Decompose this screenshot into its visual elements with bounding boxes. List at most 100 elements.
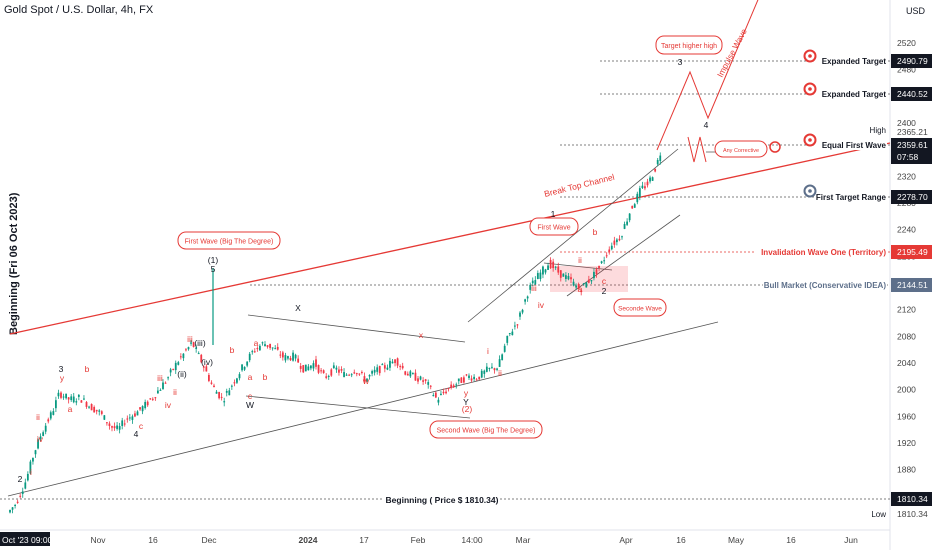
eye-icon-pupil bbox=[808, 189, 812, 193]
y-tick-label: 2080 bbox=[897, 331, 916, 341]
callout-label: Second Wave (Big The Degree) bbox=[437, 428, 536, 435]
candle-body bbox=[585, 282, 588, 288]
search-icon bbox=[803, 49, 817, 63]
candle-body bbox=[47, 419, 50, 422]
wave-count-label: ii bbox=[36, 412, 40, 422]
wave-count-label: 3 bbox=[678, 57, 683, 67]
candle-body bbox=[361, 371, 363, 373]
candle-body bbox=[600, 261, 603, 264]
candle-body bbox=[565, 275, 567, 279]
candle-body bbox=[246, 361, 249, 366]
candle-body bbox=[394, 359, 396, 364]
candle-body bbox=[570, 277, 572, 280]
candle-body bbox=[297, 358, 300, 363]
candle-body bbox=[261, 342, 264, 344]
candle-body bbox=[646, 181, 649, 186]
candle-body bbox=[182, 353, 185, 359]
candle-body bbox=[202, 366, 205, 368]
callout-box bbox=[177, 231, 281, 250]
x-tick-label: Oct '23 09:00 bbox=[2, 535, 53, 545]
y-tick-label: 2120 bbox=[897, 305, 916, 315]
candle-body bbox=[200, 354, 203, 363]
candle-body bbox=[146, 401, 149, 406]
candle-body bbox=[315, 359, 317, 367]
x-tick-label: Apr bbox=[619, 535, 632, 545]
x-tick-label: 16 bbox=[148, 535, 158, 545]
candle-body bbox=[320, 370, 322, 372]
candle-body bbox=[424, 379, 427, 381]
candle-body bbox=[587, 279, 590, 283]
candle-body bbox=[39, 436, 42, 439]
level-label-bg bbox=[763, 277, 887, 290]
candle-body bbox=[284, 355, 287, 361]
price-badge bbox=[891, 492, 932, 506]
candle-body bbox=[358, 373, 361, 375]
callout-box bbox=[714, 140, 768, 158]
wave-count-label: b bbox=[85, 364, 90, 374]
candle-body bbox=[164, 382, 167, 384]
wave-count-label: (1) bbox=[208, 255, 219, 265]
price-badge-value: 2278.70 bbox=[897, 192, 928, 202]
price-badge-value: 2490.79 bbox=[897, 56, 928, 66]
candle-body bbox=[121, 420, 124, 426]
high-label: High bbox=[870, 126, 886, 135]
wave-count-label: i bbox=[30, 467, 32, 477]
candle-body bbox=[60, 392, 62, 398]
candle-body bbox=[636, 193, 639, 203]
eye-icon bbox=[803, 133, 817, 147]
candle-body bbox=[274, 348, 277, 350]
candle-body bbox=[177, 362, 180, 365]
candle-body bbox=[93, 407, 96, 413]
candle-body bbox=[236, 378, 238, 383]
candle-body bbox=[26, 473, 29, 481]
candle-body bbox=[432, 395, 435, 397]
wave-count-label: c bbox=[602, 276, 607, 286]
candle-body bbox=[478, 376, 481, 380]
candle-body bbox=[475, 379, 478, 381]
wave-count-label: (iii) bbox=[194, 338, 205, 348]
wave-count-label: x bbox=[419, 330, 424, 340]
candle-body bbox=[603, 260, 606, 262]
callout-box bbox=[655, 35, 723, 55]
wave-count-label: y bbox=[60, 373, 65, 383]
candle-body bbox=[197, 353, 200, 355]
candle-body bbox=[162, 382, 164, 390]
candle-body bbox=[383, 365, 386, 369]
candle-body bbox=[269, 343, 271, 348]
candle-body bbox=[65, 393, 67, 399]
candle-body bbox=[519, 312, 521, 317]
candle-body bbox=[70, 396, 73, 401]
break-top-channel-line bbox=[9, 142, 891, 335]
candle-body bbox=[350, 374, 353, 376]
candle-body bbox=[281, 352, 284, 358]
candle-body bbox=[434, 392, 437, 398]
candle-body bbox=[126, 418, 129, 420]
wave-count-label: a bbox=[248, 372, 253, 382]
wave-count-label: b bbox=[230, 345, 235, 355]
price-badge bbox=[891, 138, 932, 152]
price-badge bbox=[891, 54, 932, 68]
x-tick-label: Feb bbox=[411, 535, 426, 545]
wave-count-label: iii bbox=[157, 373, 163, 383]
candle-body bbox=[220, 396, 223, 398]
level-label-bg bbox=[815, 86, 887, 99]
candle-body bbox=[75, 401, 78, 403]
candle-body bbox=[610, 245, 613, 250]
flag-line bbox=[543, 262, 613, 271]
candle-body bbox=[57, 392, 60, 397]
level-label: Beginning ( Price $ 1810.34) bbox=[386, 495, 499, 505]
candle-body bbox=[215, 391, 218, 394]
wave-count-label: 2 bbox=[18, 474, 23, 484]
callout-label: Target higher high bbox=[661, 43, 717, 50]
candle-body bbox=[649, 177, 651, 182]
x-tick-label: 14:00 bbox=[461, 535, 483, 545]
level-label-bg bbox=[815, 189, 887, 202]
projection-zigzag bbox=[687, 136, 707, 163]
price-badge-value: 1810.34 bbox=[897, 494, 928, 504]
candle-body bbox=[605, 255, 608, 257]
eye-icon-pupil bbox=[808, 138, 812, 142]
wave-count-label: b bbox=[263, 372, 268, 382]
candle-body bbox=[419, 376, 422, 380]
candle-body bbox=[266, 345, 269, 347]
